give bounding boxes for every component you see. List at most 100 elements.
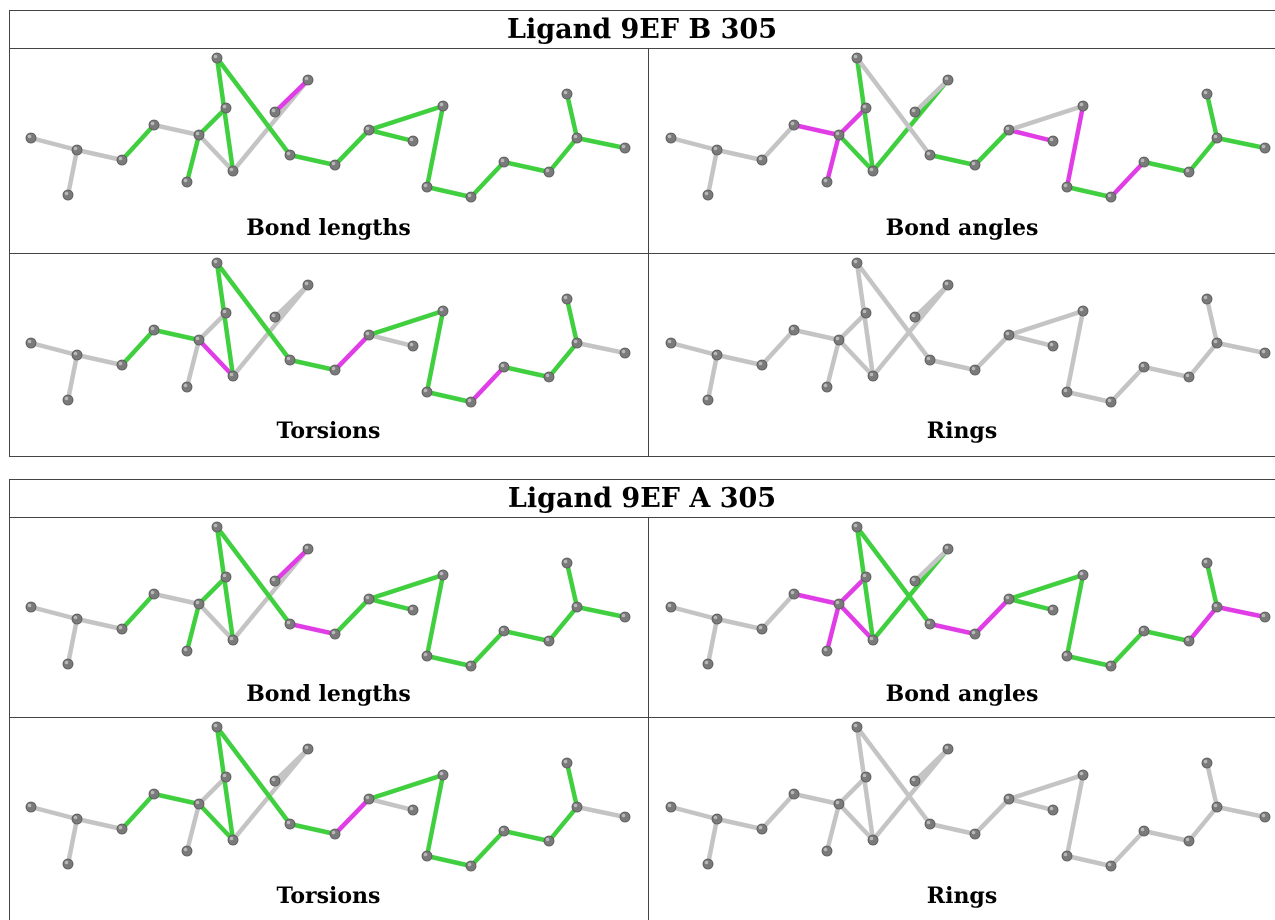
atom-highlight — [183, 178, 188, 183]
atom-highlight — [1107, 398, 1112, 403]
atom-highlight — [667, 803, 672, 808]
atom-highlight — [545, 637, 550, 642]
atom-highlight — [823, 383, 828, 388]
panel-caption: Bond angles — [885, 215, 1039, 241]
bond-line — [184, 801, 202, 854]
atom-highlight — [911, 313, 916, 318]
atom-highlight — [467, 862, 472, 867]
bond-line — [272, 282, 311, 320]
atom-sphere — [711, 144, 723, 156]
atom-sphere — [181, 176, 193, 188]
atom-sphere — [543, 166, 555, 178]
atom-sphere — [1201, 88, 1213, 100]
atom-highlight — [862, 309, 867, 314]
bond-line — [854, 260, 876, 379]
atom-highlight — [704, 396, 709, 401]
atom-highlight — [823, 647, 828, 652]
atom-highlight — [971, 630, 976, 635]
atom-sphere — [465, 860, 477, 872]
atom-highlight — [545, 373, 550, 378]
atom-highlight — [331, 630, 336, 635]
atom-sphere — [465, 660, 477, 672]
bond-line — [574, 604, 628, 620]
bond-line — [196, 337, 236, 379]
atom-sphere — [227, 634, 239, 646]
atom-highlight — [118, 156, 123, 161]
atom-highlight — [271, 777, 276, 782]
atom-highlight — [27, 803, 32, 808]
bond-line — [332, 596, 372, 637]
atom-sphere — [211, 52, 223, 64]
atom-highlight — [365, 795, 370, 800]
atom-highlight — [1185, 837, 1190, 842]
atom-sphere — [181, 645, 193, 657]
atom-highlight — [869, 167, 874, 172]
atom-highlight — [500, 158, 505, 163]
atom-highlight — [869, 372, 874, 377]
atom-sphere — [421, 181, 433, 193]
atom-sphere — [116, 154, 128, 166]
bond-line — [836, 337, 876, 379]
atom-sphere — [909, 575, 921, 587]
bond-line — [74, 816, 125, 832]
bond-line — [1006, 596, 1056, 613]
atom-sphere — [71, 144, 83, 156]
atom-highlight — [1005, 595, 1010, 600]
ligand-table-a: Ligand 9EF A 305 Bond lengths Bond angle… — [9, 479, 1275, 920]
atom-highlight — [704, 191, 709, 196]
atom-sphere — [1138, 625, 1150, 637]
bond-line — [1108, 828, 1147, 869]
atom-highlight — [229, 372, 234, 377]
bond-line — [972, 127, 1012, 168]
bond-line — [714, 352, 765, 368]
bond-line — [196, 574, 229, 607]
atom-highlight — [563, 295, 568, 300]
atom-highlight — [1107, 662, 1112, 667]
atom-sphere — [860, 102, 872, 114]
atom-sphere — [284, 618, 296, 630]
atom-highlight — [500, 827, 505, 832]
atom-sphere — [269, 311, 281, 323]
atom-highlight — [790, 590, 795, 595]
bond-line — [574, 340, 628, 356]
atom-sphere — [25, 132, 37, 144]
atom-sphere — [924, 354, 936, 366]
bond-line — [424, 653, 474, 669]
bond-line — [1006, 772, 1086, 802]
bond-line — [151, 591, 202, 607]
atom-highlight — [1005, 126, 1010, 131]
atom-highlight — [64, 191, 69, 196]
atom-highlight — [862, 104, 867, 109]
atom-sphere — [193, 129, 205, 141]
bond-line — [65, 616, 80, 667]
bond-line — [184, 601, 202, 654]
table-title: Ligand 9EF B 305 — [9, 10, 1275, 49]
bond-line — [836, 310, 869, 343]
atom-sphere — [116, 359, 128, 371]
bond-line — [501, 628, 552, 644]
atom-sphere — [924, 149, 936, 161]
atom-highlight — [183, 647, 188, 652]
bond-line — [824, 601, 842, 654]
bond-line — [151, 327, 202, 343]
bond-line — [468, 628, 507, 669]
atom-sphere — [1047, 135, 1059, 147]
atom-highlight — [213, 259, 218, 264]
atom-sphere — [302, 74, 314, 86]
atom-sphere — [220, 771, 232, 783]
atom-sphere — [1259, 347, 1271, 359]
atom-sphere — [942, 279, 954, 291]
bond-line — [854, 55, 933, 158]
atom-highlight — [286, 620, 291, 625]
bond-line — [196, 801, 236, 843]
bond-line — [424, 184, 474, 200]
bond-line — [214, 260, 293, 363]
atom-sphere — [711, 613, 723, 625]
bond-line — [1141, 628, 1192, 644]
bond-line — [836, 132, 876, 174]
atom-highlight — [64, 660, 69, 665]
atom-sphere — [571, 337, 583, 349]
atom-sphere — [211, 721, 223, 733]
atom-highlight — [304, 76, 309, 81]
atom-sphere — [561, 88, 573, 100]
